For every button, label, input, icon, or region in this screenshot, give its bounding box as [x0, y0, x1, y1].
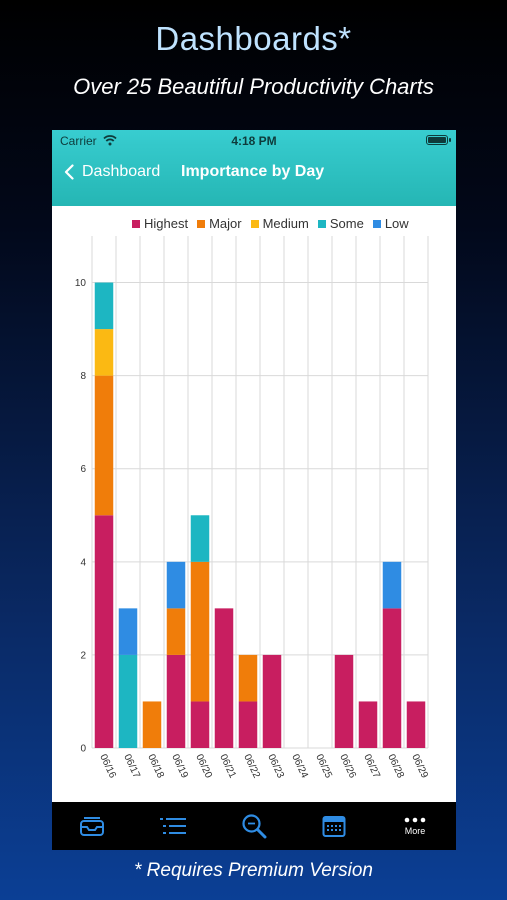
- search-icon: [242, 814, 267, 839]
- x-tick-label: 06/26: [337, 753, 358, 781]
- promo-footnote: * Requires Premium Version: [134, 860, 373, 881]
- back-label: Dashboard: [82, 163, 161, 180]
- bar-segment: [238, 701, 258, 748]
- bar-segment: [358, 701, 378, 748]
- bar-segment: [406, 701, 426, 748]
- tab-search[interactable]: [224, 802, 284, 850]
- legend-label: Low: [384, 216, 409, 231]
- tab-list[interactable]: [143, 802, 203, 850]
- bar-segment: [190, 701, 210, 748]
- bar-segment: [382, 608, 402, 748]
- legend-swatch: [250, 219, 259, 228]
- legend-swatch: [197, 219, 206, 228]
- y-tick-label: 2: [80, 650, 86, 661]
- page-title: Importance by Day: [181, 163, 325, 180]
- bar-segment: [190, 515, 210, 562]
- bar-segment: [382, 561, 402, 609]
- legend-item: Low: [372, 216, 409, 231]
- x-tick-label: 06/27: [361, 753, 382, 781]
- x-tick-label: 06/20: [193, 753, 214, 781]
- x-tick-label: 06/19: [169, 753, 190, 781]
- chart-legend: Highest Major Medium Some Low: [132, 216, 418, 231]
- y-tick-label: 0: [80, 744, 86, 755]
- tab-more[interactable]: More: [385, 802, 445, 850]
- chart-area: Highest Major Medium Some Low 0 2 4 6 8 10 06/16 06…: [52, 206, 456, 802]
- tab-bar: More: [52, 802, 456, 850]
- legend-swatch: [317, 219, 326, 228]
- bar-segment: [166, 654, 186, 748]
- phone-screen: Carrier 4:18 PM Dashboard Importance by …: [52, 130, 456, 850]
- legend-item: Medium: [250, 216, 309, 231]
- bar-segment: [94, 515, 114, 748]
- legend-item: Some: [317, 216, 364, 231]
- bar-segment: [94, 282, 114, 330]
- y-tick-label: 6: [80, 464, 86, 475]
- y-tick-label: 4: [80, 557, 86, 568]
- legend-item: Highest: [132, 216, 188, 231]
- bar-segment: [262, 654, 282, 748]
- more-icon: [404, 817, 426, 823]
- tab-calendar[interactable]: [304, 802, 364, 850]
- y-tick-label: 8: [80, 371, 86, 382]
- x-tick-label: 06/18: [145, 753, 166, 781]
- x-tick-label: 06/17: [121, 753, 142, 781]
- battery-cap: [449, 138, 451, 142]
- x-tick-label: 06/16: [97, 753, 118, 781]
- legend-label: Major: [209, 216, 242, 231]
- x-tick-label: 06/24: [289, 753, 310, 781]
- bar-segment: [190, 561, 210, 702]
- bar-segment: [214, 608, 234, 748]
- promo-title: Dashboards*: [155, 20, 352, 57]
- legend-label: Some: [329, 216, 364, 231]
- bar-segment: [94, 375, 114, 516]
- legend-label: Medium: [262, 216, 309, 231]
- bar-segment: [118, 654, 138, 748]
- legend-label: Highest: [144, 216, 189, 231]
- list-icon: [160, 818, 186, 834]
- bar-segment: [166, 608, 186, 655]
- y-tick-label: 10: [75, 278, 87, 289]
- legend-item: Major: [197, 216, 242, 231]
- wifi-icon: [103, 135, 117, 146]
- tab-inbox[interactable]: [62, 802, 122, 850]
- legend-swatch: [372, 219, 381, 228]
- bar-segment: [94, 329, 114, 376]
- back-button[interactable]: Dashboard: [64, 160, 160, 184]
- tab-more-label: More: [404, 826, 426, 836]
- bar-segment: [142, 701, 162, 748]
- promo-subtitle: Over 25 Beautiful Productivity Charts: [73, 74, 434, 99]
- inbox-icon: [80, 817, 104, 836]
- x-tick-label: 06/21: [217, 753, 238, 781]
- x-tick-label: 06/29: [409, 753, 430, 781]
- bar-segment: [118, 608, 138, 655]
- bar-segment: [334, 654, 354, 748]
- x-tick-label: 06/23: [265, 753, 286, 781]
- navigation-bar: Carrier 4:18 PM Dashboard Importance by …: [52, 130, 456, 206]
- battery-icon: [426, 135, 448, 145]
- chevron-left-icon: [64, 164, 74, 180]
- status-time: 4:18 PM: [231, 134, 277, 148]
- legend-swatch: [132, 219, 140, 228]
- bar-segment: [238, 654, 258, 702]
- status-carrier: Carrier: [60, 134, 97, 148]
- x-tick-label: 06/28: [385, 753, 406, 781]
- calendar-icon: [322, 816, 346, 837]
- bar-segment: [166, 561, 186, 609]
- x-tick-label: 06/22: [241, 753, 262, 781]
- x-tick-label: 06/25: [313, 753, 334, 781]
